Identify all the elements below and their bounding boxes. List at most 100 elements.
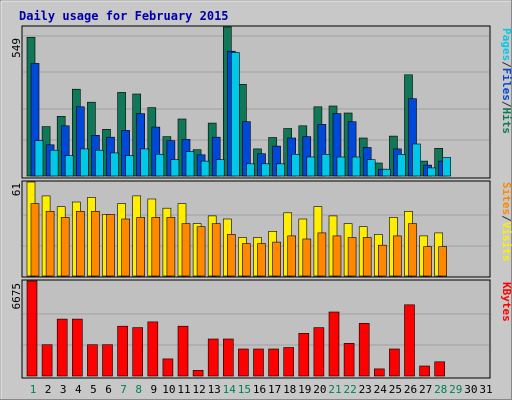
bar-sites-day-14 — [227, 234, 236, 277]
bar-pages-day-12 — [200, 160, 210, 177]
bar-kbytes-day-26 — [404, 304, 415, 377]
x-tick-label: 19 — [298, 383, 311, 396]
bar-sites-day-18 — [287, 235, 297, 277]
bar-sites-day-13 — [211, 223, 221, 277]
bar-pages-day-7 — [125, 155, 134, 177]
legend-visits-sites: Sites/Visits — [500, 182, 512, 262]
bar-sites-day-27 — [423, 246, 432, 277]
bar-sites-day-10 — [166, 217, 176, 277]
x-tick-label: 12 — [192, 383, 205, 396]
bar-kbytes-day-2 — [41, 344, 53, 377]
bar-sites-day-6 — [106, 214, 115, 277]
x-tick-label: 4 — [75, 383, 82, 396]
bar-pages-day-9 — [155, 154, 165, 177]
bar-pages-day-17 — [276, 163, 285, 177]
bar-kbytes-day-28 — [434, 361, 446, 377]
bar-sites-day-24 — [377, 244, 387, 277]
bar-kbytes-day-11 — [177, 325, 189, 377]
bar-sites-day-19 — [302, 238, 312, 277]
chart-title: Daily usage for February 2015 — [19, 9, 229, 23]
legend-entry: Hits — [500, 108, 512, 135]
bar-kbytes-day-16 — [253, 348, 264, 377]
bar-kbytes-day-8 — [132, 327, 143, 377]
bar-pages-day-25 — [397, 154, 406, 177]
bar-pages-day-20 — [321, 154, 331, 177]
x-tick-label: 27 — [419, 383, 432, 396]
bar-pages-day-10 — [170, 159, 180, 177]
bar-sites-day-25 — [393, 235, 402, 277]
bar-sites-day-9 — [151, 217, 161, 277]
bar-pages-day-1 — [34, 140, 44, 177]
bar-kbytes-day-27 — [419, 365, 430, 377]
bar-kbytes-day-4 — [72, 318, 83, 377]
legend-hits-files-pages: Pages/Files/Hits — [500, 28, 512, 134]
bar-pages-day-2 — [49, 149, 59, 177]
x-tick-label: 31 — [479, 383, 492, 396]
x-tick-label: 5 — [90, 383, 97, 396]
bar-pages-day-14 — [231, 52, 240, 177]
bar-sites-day-28 — [438, 246, 448, 277]
x-tick-label: 20 — [313, 383, 326, 396]
x-tick-label: 25 — [389, 383, 402, 396]
bar-sites-day-1 — [30, 203, 40, 277]
x-tick-label: 7 — [120, 383, 127, 396]
bar-kbytes-day-10 — [162, 358, 174, 377]
bar-kbytes-day-21 — [328, 311, 340, 377]
bar-kbytes-day-23 — [358, 322, 370, 377]
x-tick-label: 21 — [328, 383, 341, 396]
bar-pages-day-24 — [381, 168, 391, 177]
x-tick-label: 15 — [238, 383, 251, 396]
x-tick-label: 6 — [105, 383, 112, 396]
bar-sites-day-20 — [317, 232, 327, 277]
legend-entry: / — [500, 101, 512, 108]
bar-sites-day-22 — [347, 237, 357, 277]
x-tick-label: 23 — [359, 383, 372, 396]
kbytes-max-label: 6675 — [10, 283, 23, 310]
bar-pages-day-4 — [80, 148, 89, 177]
x-tick-label: 9 — [150, 383, 157, 396]
bar-pages-day-26 — [412, 143, 421, 177]
legend-entry: Sites — [500, 182, 512, 215]
bar-sites-day-21 — [332, 235, 342, 277]
bar-pages-day-23 — [366, 159, 376, 177]
bar-kbytes-day-15 — [238, 348, 249, 377]
bar-pages-day-15 — [246, 163, 255, 177]
x-tick-label: 22 — [343, 383, 356, 396]
bar-sites-day-11 — [181, 223, 191, 277]
hits-max-label: 549 — [10, 38, 23, 58]
x-tick-label: 29 — [449, 383, 462, 396]
bar-sites-day-12 — [196, 226, 206, 277]
bars — [26, 26, 452, 377]
bar-kbytes-day-25 — [389, 348, 400, 377]
bar-sites-day-15 — [242, 243, 251, 277]
bar-kbytes-day-13 — [207, 338, 219, 377]
bar-pages-day-6 — [110, 152, 119, 177]
x-tick-label: 8 — [135, 383, 142, 396]
x-tick-label: 16 — [253, 383, 266, 396]
x-tick-label: 10 — [162, 383, 175, 396]
bar-pages-day-5 — [95, 149, 104, 177]
bar-sites-day-4 — [76, 211, 85, 277]
bar-pages-day-21 — [336, 156, 346, 177]
bar-kbytes-day-9 — [147, 321, 159, 377]
bar-pages-day-8 — [140, 148, 149, 177]
x-axis-labels: 1 2 3 4 5 6 7 8 9 10 11 12 13 14 15 16 17 18 19 20 21 22 23 24 2… — [30, 383, 493, 396]
bar-pages-day-18 — [291, 154, 301, 177]
bar-kbytes-day-12 — [192, 369, 204, 377]
bar-sites-day-16 — [257, 243, 266, 277]
bar-pages-day-19 — [306, 156, 316, 177]
legend-entry: Files — [500, 68, 512, 101]
bar-kbytes-day-19 — [298, 332, 310, 377]
bar-kbytes-day-7 — [117, 325, 128, 377]
bar-sites-day-8 — [136, 217, 145, 277]
bar-sites-day-26 — [408, 223, 417, 277]
legend-entry: Visits — [500, 222, 512, 262]
x-tick-label: 2 — [45, 383, 52, 396]
bar-kbytes-day-22 — [343, 342, 355, 377]
bar-pages-day-16 — [261, 163, 270, 177]
bar-pages-day-3 — [64, 155, 74, 177]
x-tick-label: 14 — [223, 383, 237, 396]
x-tick-label: 17 — [268, 383, 281, 396]
x-tick-label: 30 — [464, 383, 477, 396]
